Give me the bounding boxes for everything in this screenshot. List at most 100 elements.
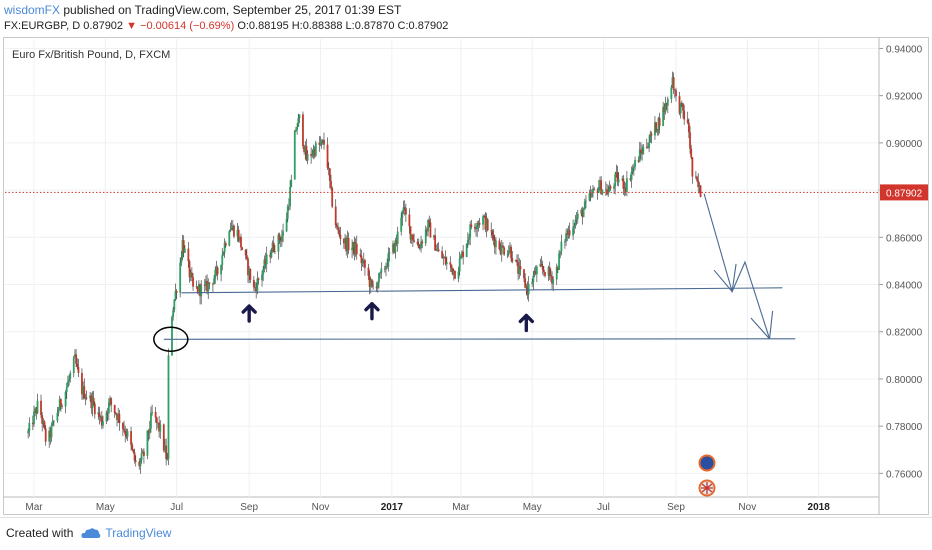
- candle-up: [483, 215, 486, 217]
- candle-down: [279, 240, 282, 242]
- candle-up: [657, 117, 660, 130]
- candle-down: [240, 236, 242, 248]
- candle-up: [379, 272, 382, 274]
- candle-up: [140, 453, 143, 461]
- up-arrow-icon: [241, 304, 257, 323]
- x-tick-label: Jul: [597, 502, 610, 513]
- candle-up: [56, 412, 59, 421]
- x-tick-label: 2017: [381, 502, 404, 513]
- candle-up: [238, 236, 241, 241]
- candle-up: [277, 234, 280, 252]
- candle-up: [42, 421, 45, 424]
- candle-down: [345, 237, 348, 252]
- candle-up: [157, 422, 159, 424]
- candle-up: [396, 231, 399, 244]
- candle-up: [547, 267, 550, 276]
- candle-up: [392, 243, 394, 253]
- candlestick-chart[interactable]: 0.940000.920000.900000.880000.860000.840…: [3, 37, 929, 515]
- candle-up: [621, 178, 624, 180]
- candle-up: [183, 248, 186, 253]
- candle-up: [171, 316, 173, 356]
- candle-up: [466, 239, 469, 244]
- candle-down: [85, 397, 88, 399]
- author-link[interactable]: wisdomFX: [4, 3, 61, 17]
- candle-up: [560, 241, 563, 252]
- candle-up: [649, 133, 652, 143]
- candle-up: [482, 216, 484, 225]
- candle-down: [264, 259, 267, 265]
- candle-down: [327, 167, 330, 169]
- candle-down: [125, 434, 128, 437]
- current-price-marker: [880, 184, 928, 201]
- candle-down: [503, 247, 505, 255]
- candle-up: [167, 355, 170, 459]
- candle-down: [426, 229, 428, 232]
- candle-up: [442, 257, 445, 259]
- candle-up: [617, 179, 620, 183]
- candle-down: [556, 267, 559, 270]
- candle-down: [386, 266, 389, 267]
- candle-down: [132, 449, 135, 453]
- x-tick-label: Sep: [667, 502, 685, 513]
- candle-up: [214, 269, 217, 279]
- candle-up: [164, 445, 166, 451]
- candle-down: [35, 408, 38, 414]
- candle-up: [514, 259, 517, 262]
- candle-down: [81, 372, 83, 395]
- candle-up: [597, 187, 600, 193]
- candle-down: [330, 180, 332, 188]
- candle-down: [699, 185, 702, 197]
- candle-down: [187, 248, 190, 262]
- candle-up: [394, 240, 397, 253]
- candle-up: [74, 354, 76, 358]
- candle-down: [490, 230, 493, 232]
- candle-up: [64, 391, 67, 407]
- candle-up: [286, 206, 289, 219]
- candle-up: [625, 178, 628, 192]
- candle-up: [150, 413, 152, 429]
- candle-down: [272, 242, 275, 252]
- candle-down: [568, 230, 571, 236]
- candle-up: [648, 142, 651, 148]
- candle-up: [207, 282, 210, 292]
- candle-up: [288, 206, 290, 207]
- candle-down: [624, 187, 627, 192]
- candle-down: [44, 428, 47, 442]
- candle-down: [540, 263, 543, 266]
- candle-up: [319, 143, 322, 145]
- candle-down: [208, 282, 211, 284]
- candle-down: [658, 117, 661, 127]
- candle-down: [77, 367, 80, 373]
- y-tick-label: 0.84000: [886, 281, 923, 292]
- candle-down: [40, 400, 42, 416]
- candle-up: [281, 235, 283, 242]
- chart-title: Euro Fx/British Pound, D, FXCM: [12, 49, 171, 61]
- y-tick-label: 0.90000: [886, 139, 923, 150]
- candle-down: [421, 241, 424, 244]
- candle-down: [429, 222, 432, 238]
- candle-down: [640, 149, 642, 152]
- candle-up: [346, 238, 349, 252]
- candle-down: [76, 363, 79, 368]
- candle-up: [109, 398, 111, 403]
- candle-up: [57, 410, 60, 413]
- candle-up: [419, 248, 421, 249]
- candle-down: [114, 412, 117, 415]
- candle-down: [252, 279, 255, 288]
- candle-up: [146, 430, 149, 456]
- candle-down: [416, 241, 419, 245]
- candle-down: [233, 225, 235, 237]
- candle-up: [141, 451, 144, 454]
- candle-down: [473, 226, 476, 229]
- candle-down: [367, 267, 370, 276]
- candle-down: [696, 177, 698, 181]
- symbol-info: FX:EURGBP, D 0.87902 ▼ −0.00614 (−0.69%)…: [4, 20, 448, 32]
- candle-down: [697, 180, 700, 188]
- tradingview-logo[interactable]: TradingView: [81, 526, 171, 540]
- candle-up: [564, 241, 566, 243]
- candle-up: [436, 249, 439, 251]
- uk-flag-cross: [701, 482, 713, 494]
- candle-up: [664, 103, 667, 113]
- candle-down: [383, 268, 386, 270]
- candle-down: [548, 267, 551, 275]
